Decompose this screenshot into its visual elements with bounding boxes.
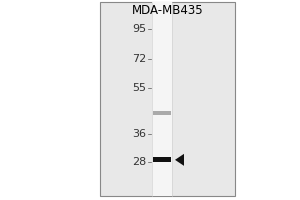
- Bar: [152, 2, 172, 196]
- Bar: [153, 157, 171, 162]
- Text: MDA-MB435: MDA-MB435: [132, 4, 203, 17]
- Text: 55: 55: [132, 83, 146, 93]
- Polygon shape: [175, 154, 184, 166]
- Text: 36: 36: [132, 129, 146, 139]
- Bar: [153, 111, 171, 115]
- Text: 95: 95: [132, 24, 146, 34]
- Text: 72: 72: [132, 54, 146, 64]
- Bar: [100, 2, 235, 196]
- Text: 28: 28: [132, 157, 146, 167]
